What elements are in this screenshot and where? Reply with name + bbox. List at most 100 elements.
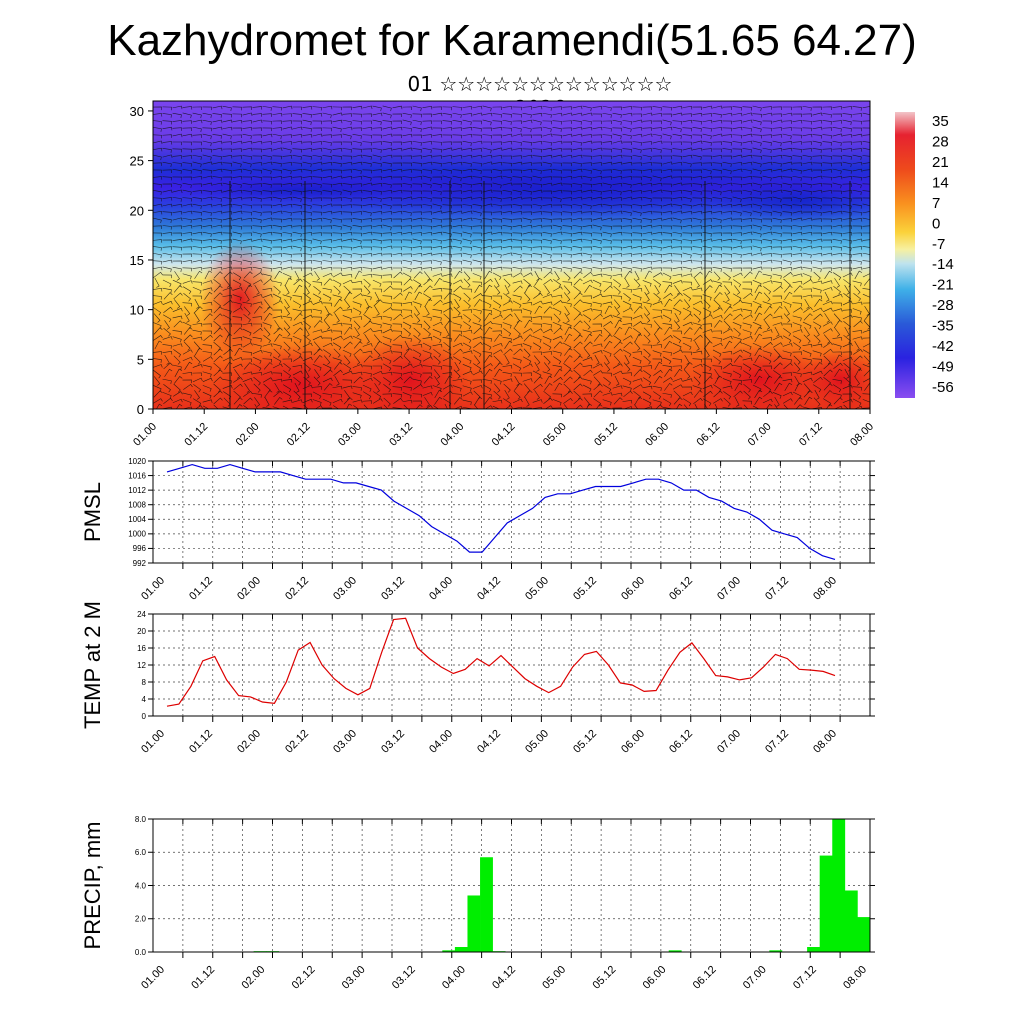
wind-barb [832,302,842,307]
wind-barb [714,319,723,328]
wind-barb [542,316,552,321]
wind-barb [303,293,312,302]
wind-barb [732,120,743,124]
wind-barb [432,224,443,229]
wind-barb [312,308,322,315]
wind-barb [172,343,183,347]
wind-barb [584,284,593,293]
temp-y-tick-label: 16 [137,644,146,653]
wind-barb [462,127,473,131]
wind-barb [163,397,173,404]
wind-barb [842,141,852,145]
wind-barb [372,316,383,320]
wind-barb [262,133,273,138]
wind-barb [602,349,612,357]
wind-barb [572,154,583,159]
wind-barb [542,328,553,334]
wind-barb [344,291,353,300]
wind-barb [522,356,532,365]
wind-barb [162,232,173,236]
wind-barb [442,106,452,111]
xs-y-tick-label: 0 [137,402,144,417]
wind-barb [762,253,773,257]
wind-barb [662,259,673,264]
wind-barb [583,314,592,323]
wind-barb [363,328,373,334]
wind-barb [153,140,163,145]
wind-barb [172,307,183,312]
wind-barb [262,358,272,363]
wind-barb [432,295,442,299]
wind-barb [382,154,393,159]
wind-barb [222,211,233,215]
wind-barb [622,372,633,376]
wind-barb [392,372,402,377]
wind-barb [852,127,862,132]
wind-barb [652,147,662,154]
wind-barb [172,217,183,222]
wind-barb [562,162,572,167]
wind-barb [704,348,710,358]
wind-barb [232,148,242,152]
wind-barb [262,239,272,244]
wind-barb [822,280,833,284]
wind-barb [742,218,753,222]
wind-barb [173,355,181,365]
wind-barb [252,169,262,174]
wind-barb [773,362,783,370]
wind-barb [762,120,772,125]
wind-barb [622,218,632,223]
wind-barb [672,210,683,215]
wind-barb [692,197,702,202]
wind-barb [382,350,393,354]
wind-barb [642,203,653,208]
wind-barb [164,320,170,330]
wind-barb [253,272,263,278]
wind-barb [282,113,292,117]
wind-barb [522,168,533,173]
wind-barb [722,385,733,390]
wind-barb [762,161,773,166]
wind-barb [462,259,472,266]
wind-barb [542,342,552,351]
wind-barb [632,190,643,194]
wind-barb [503,398,512,407]
wind-barb [312,386,323,390]
wind-barb [284,299,290,309]
wind-barb [712,189,722,196]
wind-barb [282,294,292,301]
precip-x-tick-label: 07.12 [791,964,819,992]
wind-barb [494,333,503,342]
wind-barb [552,154,563,159]
wind-barb [803,334,811,344]
wind-barb [783,404,789,409]
wind-barb [782,204,792,209]
wind-barb [532,211,543,215]
wind-barb [782,218,793,222]
wind-barb [642,106,652,110]
wind-barb [163,384,172,393]
wind-barb [602,182,612,189]
wind-barb [704,270,713,280]
wind-barb [153,295,162,300]
wind-barb [655,404,663,409]
wind-barb [714,403,718,409]
wind-barb [703,390,713,398]
wind-barb [773,355,783,363]
wind-barb [632,351,643,355]
temp-y-tick-label: 12 [137,661,146,670]
wind-barb [412,126,422,132]
wind-barb [672,133,682,139]
wind-barb [803,306,813,313]
wind-barb [212,203,223,208]
wind-barb [483,363,493,369]
wind-barb [812,232,822,237]
wind-barb [162,252,172,259]
wind-barb [312,329,323,333]
wind-barb [832,175,843,180]
wind-barb [392,365,402,370]
wind-barb [543,271,553,279]
wind-barb [342,323,352,328]
wind-barb [402,112,412,118]
wind-barb [452,224,463,229]
